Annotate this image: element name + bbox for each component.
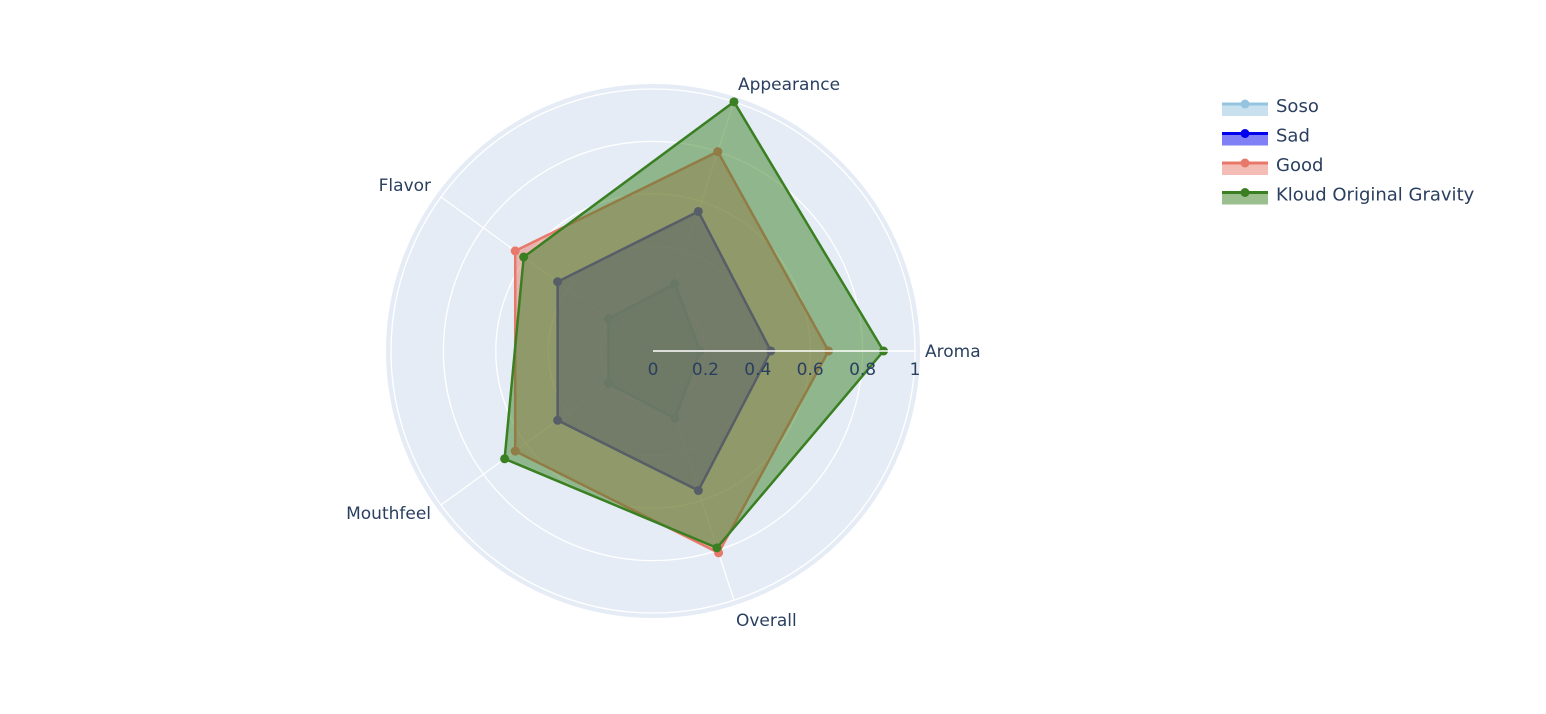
legend[interactable]: Soso Sad Good Kloud Original Gravity (1222, 96, 1475, 206)
axis-label-aroma: Aroma (925, 342, 981, 362)
radial-tick-label: 1 (910, 360, 921, 380)
legend-swatch (1222, 163, 1268, 175)
data-point (729, 97, 739, 107)
legend-item[interactable]: Soso (1222, 96, 1319, 117)
radial-tick-labels: 0 0.2 0.4 0.6 0.8 1 (648, 350, 921, 380)
axis-labels: Aroma Appearance Flavor Mouthfeel Overall (346, 75, 981, 631)
data-point (519, 252, 529, 262)
legend-swatch (1222, 133, 1268, 146)
radial-tick-label: 0 (648, 360, 659, 380)
legend-item[interactable]: Good (1222, 155, 1323, 176)
legend-label: Kloud Original Gravity (1276, 185, 1475, 206)
legend-label: Soso (1276, 96, 1319, 117)
legend-item[interactable]: Kloud Original Gravity (1222, 185, 1475, 206)
radial-tick-label: 0.4 (744, 360, 771, 380)
radial-tick-label: 0.8 (849, 360, 876, 380)
axis-label-appearance: Appearance (738, 75, 840, 95)
traces (500, 97, 889, 558)
axis-label-mouthfeel: Mouthfeel (346, 504, 431, 524)
legend-swatch (1222, 104, 1268, 116)
legend-item[interactable]: Sad (1222, 126, 1310, 147)
radial-tick-label: 0.2 (692, 360, 719, 380)
radial-tick-label: 0.6 (797, 360, 824, 380)
legend-marker (1240, 188, 1250, 197)
legend-label: Sad (1276, 126, 1310, 147)
legend-marker (1240, 99, 1250, 109)
series-area-3 (503, 100, 885, 550)
legend-swatch (1222, 192, 1268, 205)
data-point (510, 246, 520, 256)
data-point (500, 454, 510, 464)
axis-label-overall: Overall (736, 611, 797, 631)
axis-label-flavor: Flavor (379, 176, 431, 196)
legend-marker (1240, 158, 1250, 168)
legend-marker (1240, 129, 1250, 138)
data-point (712, 543, 722, 553)
legend-label: Good (1276, 155, 1323, 176)
